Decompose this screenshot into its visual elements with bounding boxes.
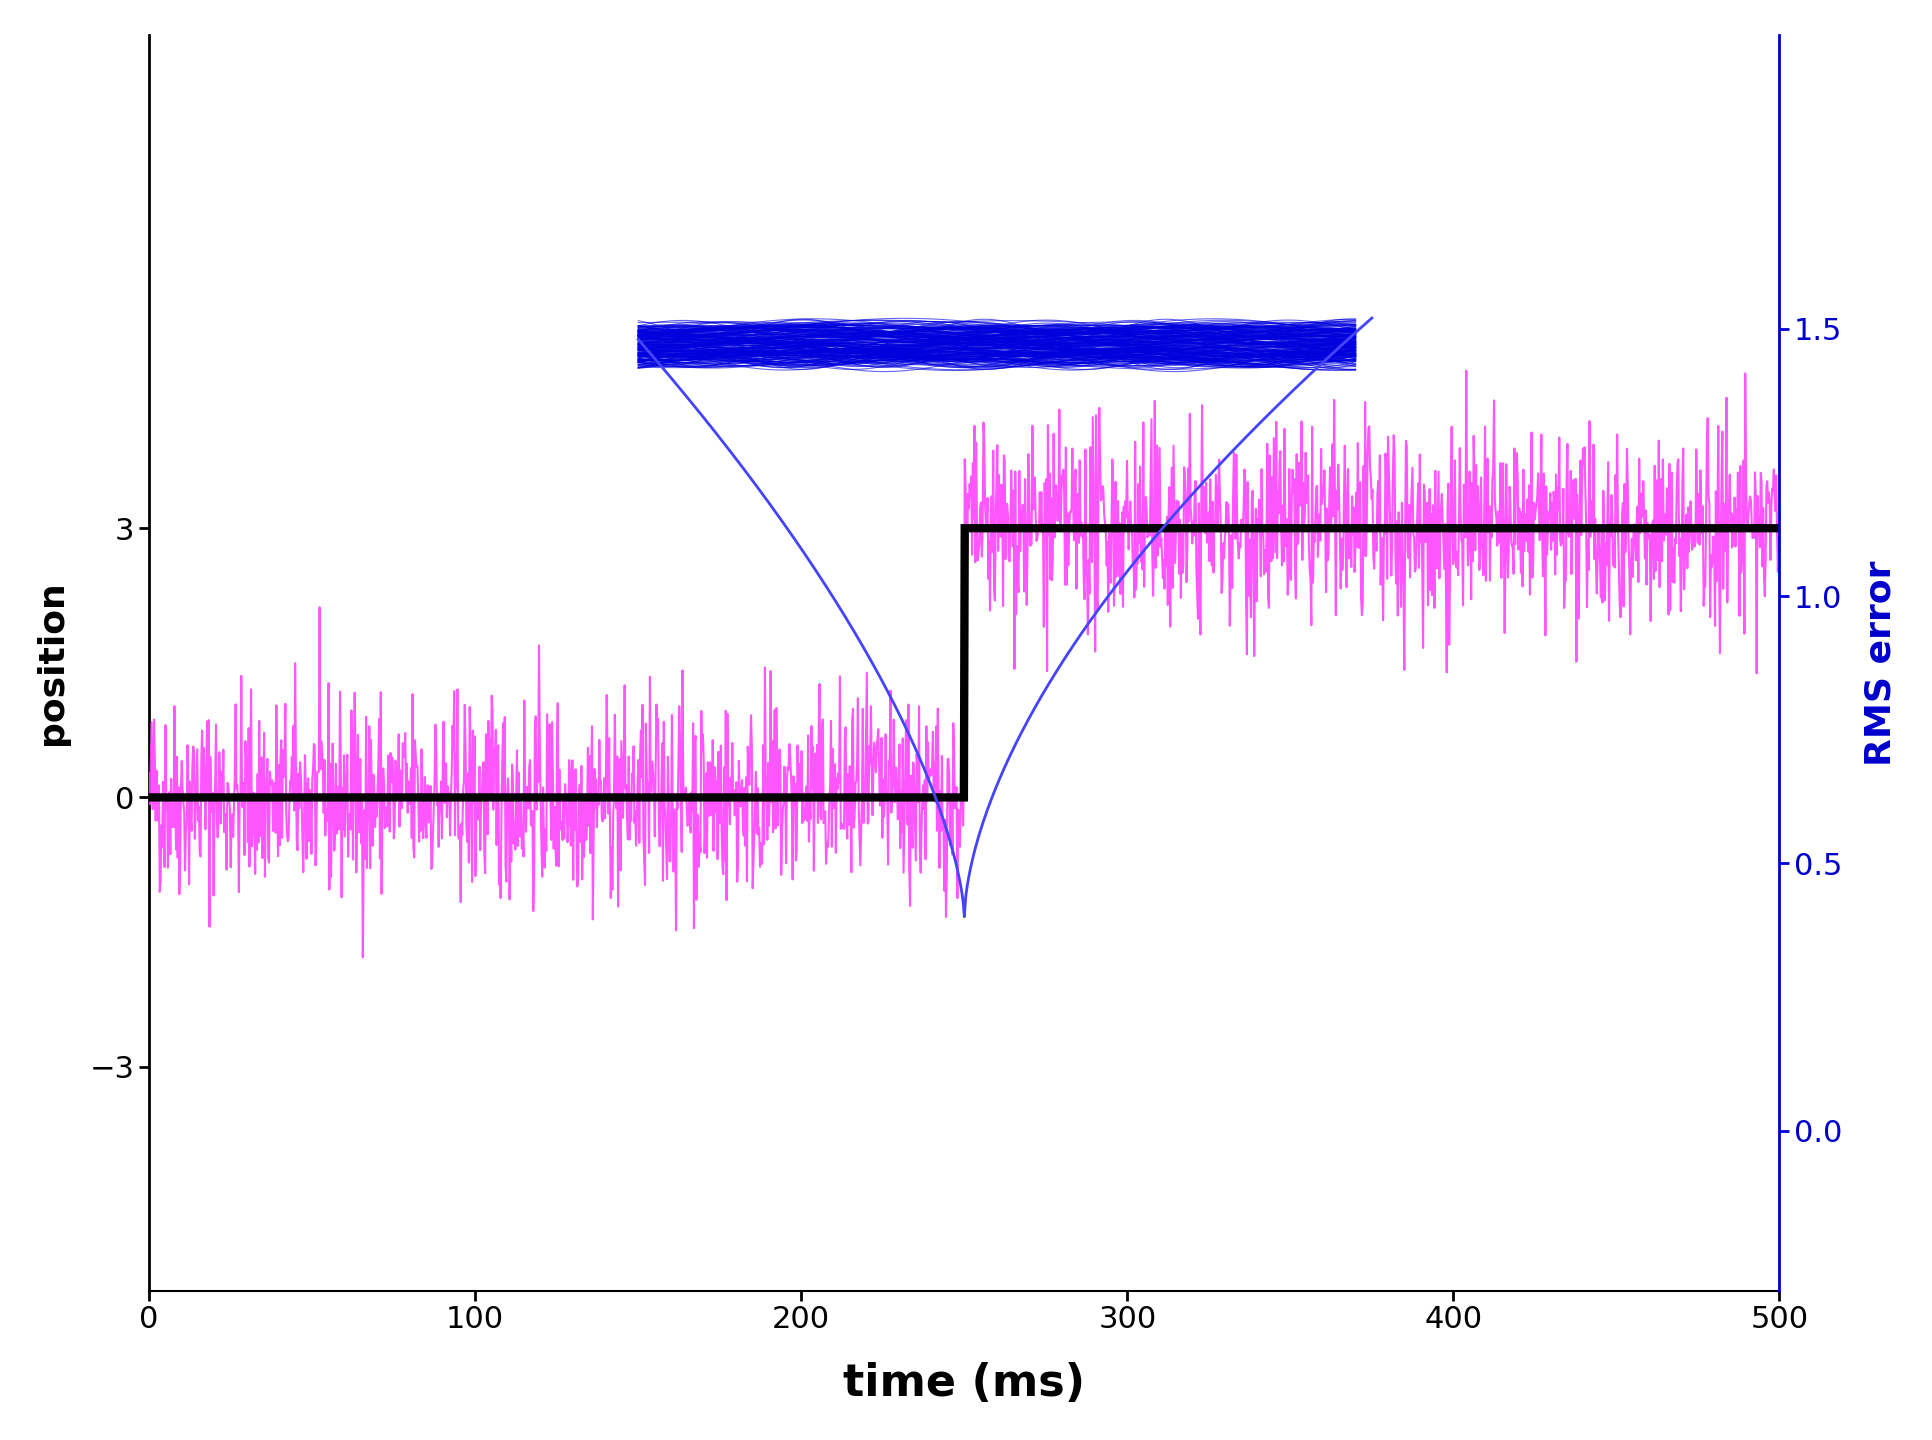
X-axis label: time (ms): time (ms) <box>842 1362 1086 1405</box>
Y-axis label: RMS error: RMS error <box>1862 560 1897 766</box>
Y-axis label: position: position <box>35 580 70 744</box>
